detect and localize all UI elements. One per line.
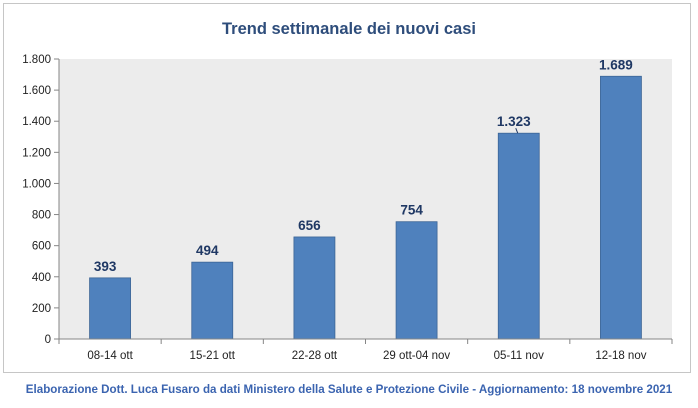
bar <box>89 277 131 340</box>
y-tick-label: 200 <box>32 303 51 315</box>
y-tick-label: 1.400 <box>22 116 51 128</box>
x-tick-label: 08-14 ott <box>87 350 133 362</box>
y-tick-label: 1.000 <box>22 178 51 190</box>
x-tick-label: 22-28 ott <box>292 350 338 362</box>
data-label: 393 <box>94 259 117 274</box>
data-label-leader <box>515 128 519 134</box>
y-tick-label: 1.600 <box>22 85 51 97</box>
chart-title: Trend settimanale dei nuovi casi <box>221 20 476 38</box>
bar <box>293 236 336 340</box>
data-label: 1.689 <box>599 57 633 72</box>
y-tick-label: 800 <box>32 210 51 222</box>
data-label: 754 <box>400 203 423 218</box>
data-label: 494 <box>196 243 219 258</box>
y-tick-label: 600 <box>32 241 51 253</box>
y-tick-label: 0 <box>45 334 51 346</box>
footer-note: Elaborazione Dott. Luca Fusaro da dati M… <box>25 383 673 396</box>
x-tick-label: 15-21 ott <box>190 350 236 362</box>
x-tick-label: 12-18 nov <box>595 350 646 362</box>
bar <box>497 132 540 340</box>
x-tick-label: 29 ott-04 nov <box>383 350 450 362</box>
bar <box>600 75 642 340</box>
bar <box>395 221 438 340</box>
y-tick-label: 1.800 <box>22 54 51 66</box>
plot-area <box>59 59 672 339</box>
y-tick-label: 1.200 <box>22 147 51 159</box>
data-label: 1.323 <box>497 114 531 129</box>
y-tick-label: 400 <box>32 272 51 284</box>
bar <box>191 261 234 340</box>
data-label: 656 <box>298 218 321 233</box>
x-tick-label: 05-11 nov <box>494 350 545 362</box>
